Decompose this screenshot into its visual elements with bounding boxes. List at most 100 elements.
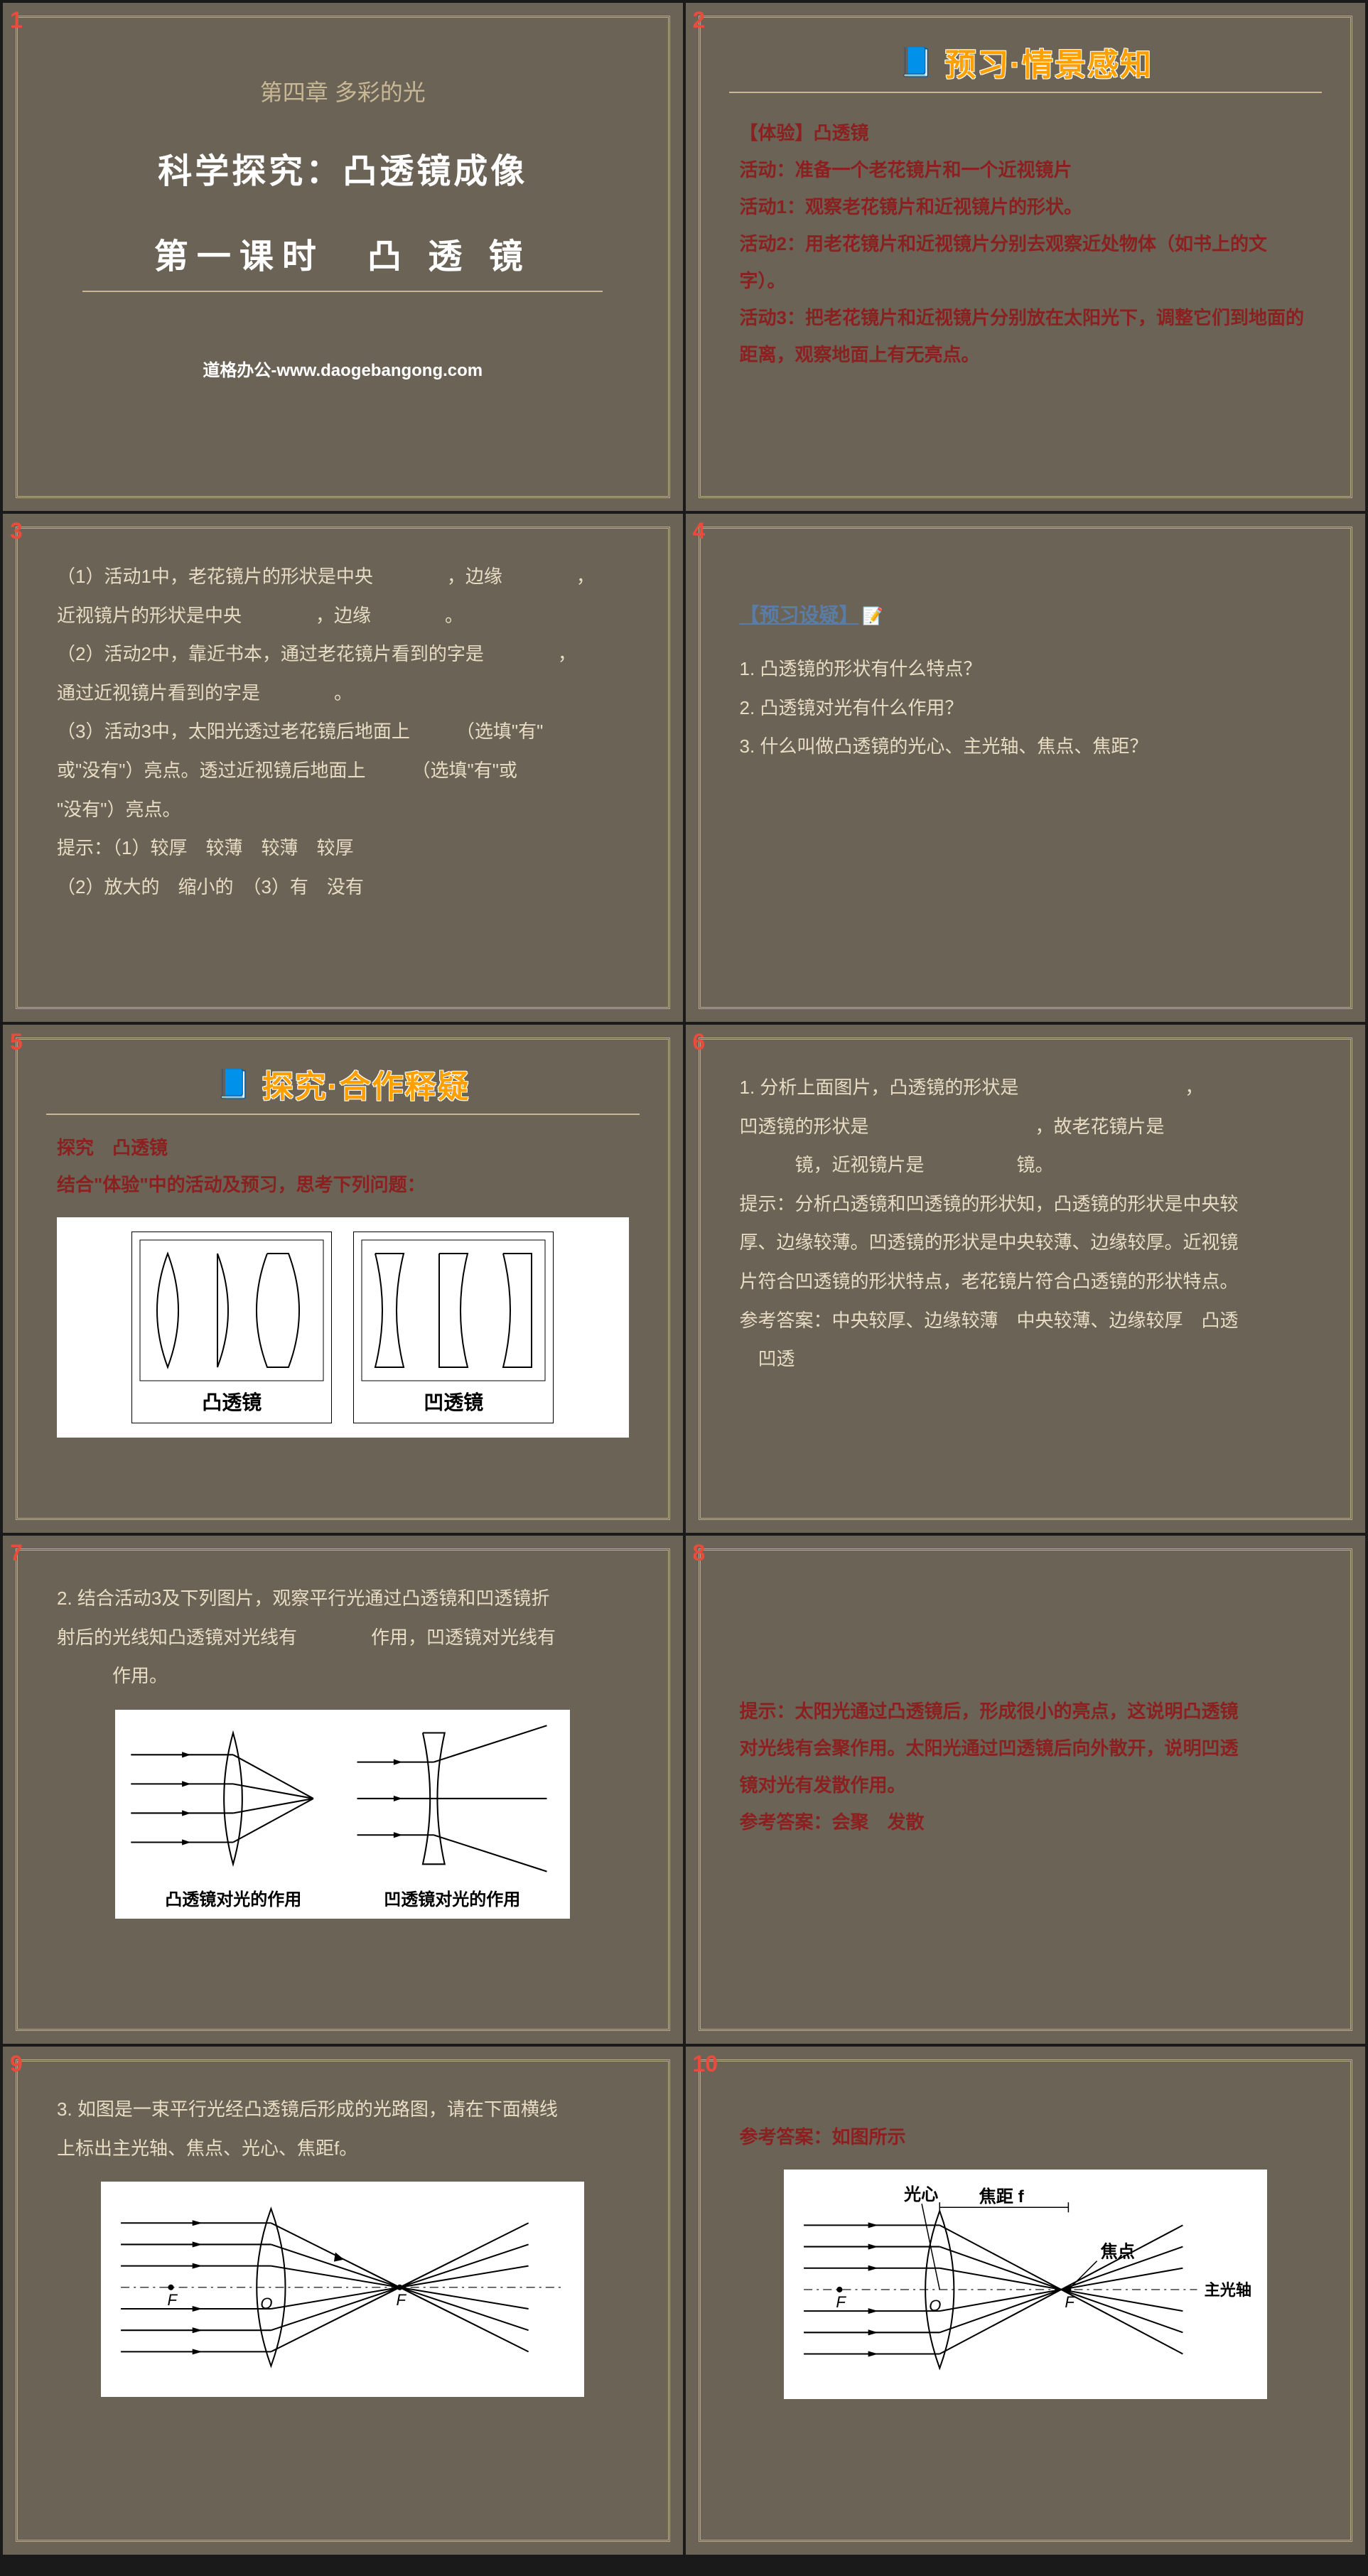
svg-text:焦点: 焦点 bbox=[1100, 2242, 1134, 2262]
section-header: 📘 预习·情景感知 bbox=[701, 39, 1351, 85]
svg-text:光心: 光心 bbox=[903, 2185, 938, 2204]
line: 提示：分析凸透镜和凹透镜的形状知，凸透镜的形状是中央较 bbox=[740, 1185, 1312, 1224]
slide-9: 9 3. 如图是一束平行光经凸透镜后形成的光路图，请在下面横线 上标出主光轴、焦… bbox=[3, 2047, 683, 2555]
slide-border: 3. 如图是一束平行光经凸透镜后形成的光路图，请在下面横线 上标出主光轴、焦点、… bbox=[16, 2059, 670, 2542]
book-icon: 📘 bbox=[898, 45, 934, 79]
slide-border: 第四章 多彩的光 科学探究：凸透镜成像 第一课时 凸 透 镜 道格办公-www.… bbox=[16, 16, 670, 498]
divider bbox=[46, 1114, 640, 1115]
content: 2. 结合活动3及下列图片，观察平行光通过凸透镜和凹透镜折 射后的光线知凸透镜对… bbox=[18, 1551, 668, 1947]
line: 参考答案：中央较厚、边缘较薄 中央较薄、边缘较厚 凸透 bbox=[740, 1301, 1312, 1340]
content: 3. 如图是一束平行光经凸透镜后形成的光路图，请在下面横线 上标出主光轴、焦点、… bbox=[18, 2062, 668, 2425]
line: 作用。 bbox=[57, 1656, 629, 1696]
line: 镜，近视镜片是 镜。 bbox=[740, 1146, 1312, 1185]
slides-grid: 1 第四章 多彩的光 科学探究：凸透镜成像 第一课时 凸 透 镜 道格办公-ww… bbox=[0, 0, 1368, 2558]
line: 凹透 bbox=[740, 1340, 1312, 1379]
line: 片符合凹透镜的形状特点，老花镜片符合凸透镜的形状特点。 bbox=[740, 1262, 1312, 1301]
heading: 【预习设疑】 bbox=[740, 604, 859, 626]
line: 近视镜片的形状是中央 ，边缘 。 bbox=[57, 596, 629, 635]
line: 镜对光有发散作用。 bbox=[740, 1767, 1312, 1804]
concave-panel: 凹透镜 bbox=[353, 1232, 554, 1423]
slide-number: 7 bbox=[10, 1540, 23, 1566]
line: 2. 凸透镜对光有什么作用？ bbox=[740, 689, 1312, 728]
svg-text:焦距 f: 焦距 f bbox=[979, 2187, 1024, 2206]
line: 参考答案：如图所示 bbox=[740, 2118, 1312, 2155]
slide-8: 8 提示：太阳光通过凸透镜后，形成很小的亮点，这说明凸透镜 对光线有会聚作用。太… bbox=[686, 1536, 1366, 2044]
slide-number: 6 bbox=[693, 1029, 706, 1055]
concave-effect-label: 凹透镜对光的作用 bbox=[384, 1885, 520, 1910]
slide-number: 8 bbox=[693, 1540, 706, 1566]
line: 提示：太阳光通过凸透镜后，形成很小的亮点，这说明凸透镜 bbox=[740, 1693, 1312, 1730]
svg-text:O: O bbox=[929, 2297, 941, 2314]
slide-number: 1 bbox=[10, 7, 23, 33]
line: 3. 如图是一束平行光经凸透镜后形成的光路图，请在下面横线 bbox=[57, 2090, 629, 2129]
slide-border: 【预习设疑】 📝 1. 凸透镜的形状有什么特点？ 2. 凸透镜对光有什么作用？ … bbox=[699, 527, 1353, 1009]
divider bbox=[729, 92, 1323, 93]
note-icon: 📝 bbox=[862, 606, 883, 627]
svg-text:主光轴: 主光轴 bbox=[1204, 2281, 1251, 2299]
heading: 探究 凸透镜 bbox=[57, 1129, 629, 1166]
sub-title: 第一课时 凸 透 镜 bbox=[18, 228, 668, 278]
line: 通过近视镜片看到的字是 。 bbox=[57, 674, 629, 713]
slide-4: 4 【预习设疑】 📝 1. 凸透镜的形状有什么特点？ 2. 凸透镜对光有什么作用… bbox=[686, 514, 1366, 1022]
lens-diagram: 凸透镜 凹透镜 bbox=[57, 1217, 629, 1438]
line: 活动1：观察老花镜片和近视镜片的形状。 bbox=[740, 188, 1312, 225]
line: 厚、边缘较薄。凹透镜的形状是中央较薄、边缘较厚。近视镜 bbox=[740, 1223, 1312, 1262]
slide-2: 2 📘 预习·情景感知 【体验】凸透镜 活动：准备一个老花镜片和一个近视镜片 活… bbox=[686, 3, 1366, 511]
content: 参考答案：如图所示 主光轴 F F O bbox=[701, 2062, 1351, 2427]
heading: 【体验】凸透镜 bbox=[740, 114, 1312, 151]
line: 射后的光线知凸透镜对光线有 作用，凹透镜对光线有 bbox=[57, 1618, 629, 1657]
slide-number: 2 bbox=[693, 7, 706, 33]
line: （2）放大的 缩小的 （3）有 没有 bbox=[57, 868, 629, 907]
book-icon: 📘 bbox=[215, 1067, 251, 1101]
ray-labels: 凸透镜对光的作用 凹透镜对光的作用 bbox=[124, 1885, 561, 1910]
slide-border: 提示：太阳光通过凸透镜后，形成很小的亮点，这说明凸透镜 对光线有会聚作用。太阳光… bbox=[699, 1548, 1353, 2031]
svg-text:F: F bbox=[836, 2293, 846, 2311]
line: 上标出主光轴、焦点、光心、焦距f。 bbox=[57, 2129, 629, 2168]
line: 活动3：把老花镜片和近视镜片分别放在太阳光下，调整它们到地面的距离，观察地面上有… bbox=[740, 299, 1312, 373]
line: 1. 凸透镜的形状有什么特点？ bbox=[740, 650, 1312, 689]
svg-text:O: O bbox=[261, 2295, 273, 2312]
line: 参考答案：会聚 发散 bbox=[740, 1804, 1312, 1841]
slide-7: 7 2. 结合活动3及下列图片，观察平行光通过凸透镜和凹透镜折 射后的光线知凸透… bbox=[3, 1536, 683, 2044]
slide-border: 📘 预习·情景感知 【体验】凸透镜 活动：准备一个老花镜片和一个近视镜片 活动1… bbox=[699, 16, 1353, 498]
slide-border: 参考答案：如图所示 主光轴 F F O bbox=[699, 2059, 1353, 2542]
slide-number: 3 bbox=[10, 518, 23, 544]
slide-1: 1 第四章 多彩的光 科学探究：凸透镜成像 第一课时 凸 透 镜 道格办公-ww… bbox=[3, 3, 683, 511]
section-title: 探究·合作释疑 bbox=[262, 1061, 470, 1106]
content: （1）活动1中，老花镜片的形状是中央 ，边缘 ， 近视镜片的形状是中央 ，边缘 … bbox=[18, 529, 668, 934]
line: 1. 分析上面图片，凸透镜的形状是 ， bbox=[740, 1068, 1312, 1107]
line: 2. 结合活动3及下列图片，观察平行光通过凸透镜和凹透镜折 bbox=[57, 1579, 629, 1618]
line: 活动：准备一个老花镜片和一个近视镜片 bbox=[740, 151, 1312, 188]
line: （2）活动2中，靠近书本，通过老花镜片看到的字是 ， bbox=[57, 635, 629, 674]
slide-5: 5 📘 探究·合作释疑 探究 凸透镜 结合"体验"中的活动及预习，思考下列问题： bbox=[3, 1025, 683, 1533]
slide-number: 5 bbox=[10, 1029, 23, 1055]
line: （1）活动1中，老花镜片的形状是中央 ，边缘 ， bbox=[57, 557, 629, 596]
slide-6: 6 1. 分析上面图片，凸透镜的形状是 ， 凹透镜的形状是 ，故老花镜片是 镜，… bbox=[686, 1025, 1366, 1533]
slide-number: 10 bbox=[693, 2051, 718, 2077]
line: 3. 什么叫做凸透镜的光心、主光轴、焦点、焦距？ bbox=[740, 727, 1312, 766]
content: 探究 凸透镜 结合"体验"中的活动及预习，思考下列问题： 凸透镜 bbox=[18, 1122, 668, 1466]
brand-line: 道格办公-www.daogebangong.com bbox=[18, 356, 668, 381]
divider bbox=[82, 291, 603, 292]
svg-text:F: F bbox=[168, 2291, 178, 2309]
convex-effect-label: 凸透镜对光的作用 bbox=[165, 1885, 301, 1910]
sub: 结合"体验"中的活动及预习，思考下列问题： bbox=[57, 1166, 629, 1203]
slide-number: 9 bbox=[10, 2051, 23, 2077]
chapter-label: 第四章 多彩的光 bbox=[18, 75, 668, 107]
convex-panel: 凸透镜 bbox=[131, 1232, 332, 1423]
line: 凹透镜的形状是 ，故老花镜片是 bbox=[740, 1107, 1312, 1146]
slide-border: 2. 结合活动3及下列图片，观察平行光通过凸透镜和凹透镜折 射后的光线知凸透镜对… bbox=[16, 1548, 670, 2031]
svg-text:F: F bbox=[397, 2291, 407, 2309]
concave-label: 凹透镜 bbox=[361, 1387, 546, 1416]
content: 【预习设疑】 📝 1. 凸透镜的形状有什么特点？ 2. 凸透镜对光有什么作用？ … bbox=[701, 529, 1351, 794]
slide-3: 3 （1）活动1中，老花镜片的形状是中央 ，边缘 ， 近视镜片的形状是中央 ，边… bbox=[3, 514, 683, 1022]
slide-number: 4 bbox=[693, 518, 706, 544]
section-title: 预习·情景感知 bbox=[944, 39, 1153, 85]
line: （3）活动3中，太阳光透过老花镜后地面上 （选填"有" bbox=[57, 712, 629, 751]
main-title: 科学探究：凸透镜成像 bbox=[18, 143, 668, 193]
optical-diagram: F F O bbox=[101, 2182, 584, 2397]
slide-border: 1. 分析上面图片，凸透镜的形状是 ， 凹透镜的形状是 ，故老花镜片是 镜，近视… bbox=[699, 1038, 1353, 1520]
section-header: 📘 探究·合作释疑 bbox=[18, 1061, 668, 1106]
slide-border: 📘 探究·合作释疑 探究 凸透镜 结合"体验"中的活动及预习，思考下列问题： bbox=[16, 1038, 670, 1520]
ray-diagram: 凸透镜对光的作用 凹透镜对光的作用 bbox=[115, 1710, 570, 1919]
